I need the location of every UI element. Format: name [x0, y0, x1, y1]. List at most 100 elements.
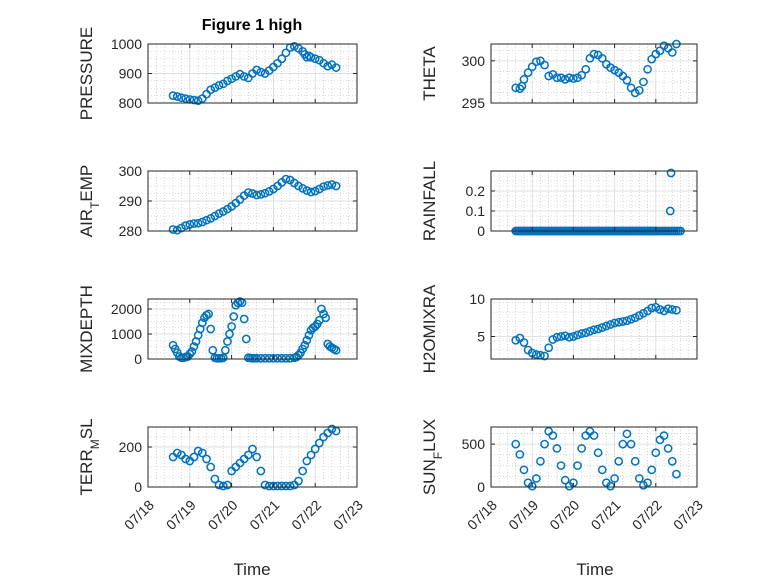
- panel-sun-flux-data-point: [634, 474, 644, 483]
- panel-theta-axes-box: [490, 43, 698, 104]
- panel-h2omixra-data-point: [560, 331, 570, 341]
- panel-air-temp-data-point: [327, 180, 337, 189]
- panel-sun-flux-data-point: [560, 475, 570, 485]
- panel-sun-flux-data-point: [610, 474, 619, 483]
- panel-h2omixra-data-point: [564, 332, 574, 342]
- panel-mixdepth-data-point: [302, 335, 312, 345]
- panel-terr-msl-data-point: [281, 481, 291, 491]
- panel-pressure-data-point: [281, 48, 291, 58]
- panel-mixdepth-data-point: [252, 353, 262, 363]
- panel-mixdepth-y-axis-label: MIXDEPTH: [77, 285, 96, 373]
- panel-rainfall-y-axis-label: RAINFALL: [420, 161, 439, 241]
- panel-mixdepth-data-point: [317, 304, 326, 314]
- panel-air-temp-data-point: [298, 184, 308, 193]
- panel-terr-msl-data-point: [202, 454, 211, 464]
- panel-air-temp-data-point: [243, 188, 253, 197]
- panel-terr-msl-data-point: [285, 481, 295, 491]
- panel-pressure-data-point: [210, 83, 220, 93]
- panel-mixdepth-data-point: [321, 313, 330, 323]
- panel-terr-msl-data-point: [218, 481, 228, 491]
- panel-theta-data-point: [519, 75, 529, 84]
- panel-h2omixra-data-point: [593, 324, 603, 334]
- panel-sun-flux-data-point: [614, 456, 624, 466]
- panel-terr-msl-data-point: [269, 481, 278, 491]
- panel-h2omixra-data-point: [618, 317, 628, 326]
- panel-air-temp-y-axis-label: AIRTEMP: [77, 165, 102, 238]
- panel-mixdepth-data-point: [187, 347, 197, 356]
- panel-h2omixra-data-point: [672, 305, 681, 315]
- panel-sun-flux-data-point: [622, 429, 632, 439]
- panel-terr-msl-data-point: [310, 444, 320, 454]
- panel-pressure-data-point: [223, 76, 232, 86]
- panel-air-temp-data-point: [310, 186, 320, 196]
- panel-air-temp-y-tick-label: 290: [119, 193, 143, 209]
- panel-sun-flux-data-point: [548, 431, 558, 440]
- panel-theta-data-point: [523, 68, 533, 78]
- panel-h2omixra-data-point: [622, 316, 632, 326]
- panel-pressure-data-point: [231, 72, 241, 81]
- panel-sun-flux-data-point: [556, 461, 566, 470]
- panel-pressure-data-point: [172, 92, 182, 101]
- panel-sun-flux-data-point: [527, 481, 537, 491]
- panel-terr-msl-data-point: [210, 474, 220, 484]
- panel-air-temp-data-point: [252, 190, 262, 200]
- panel-theta-data-point: [515, 84, 525, 94]
- panel-air-temp-data-point: [260, 188, 270, 198]
- panel-rainfall-data-point: [665, 206, 675, 216]
- panel-mixdepth-data-point: [239, 314, 249, 324]
- panel-terr-msl-y-tick-label: 200: [119, 439, 143, 455]
- panel-air-temp-data-point: [197, 217, 207, 227]
- panel-sun-flux-data-point: [573, 461, 582, 470]
- panel-sun-flux-data-point: [672, 469, 681, 479]
- panel-mixdepth-data-point: [331, 345, 341, 355]
- panel-h2omixra-data-point: [614, 317, 624, 327]
- panel-mixdepth-data-point: [264, 353, 274, 363]
- panel-mixdepth-data-point: [281, 353, 291, 363]
- panel-rainfall-data-point: [666, 168, 676, 178]
- panel-pressure-data-point: [289, 42, 299, 51]
- panel-air-temp-data-point: [168, 225, 178, 234]
- panel-mixdepth-data-point: [208, 345, 218, 355]
- panel-sun-flux-data-point: [626, 439, 636, 449]
- panel-theta-data-point: [639, 77, 648, 87]
- panel-h2omixra: 5 10 H2OMIXRA: [420, 284, 698, 373]
- panel-theta-data-point: [589, 49, 599, 59]
- panel-mixdepth-data-point: [206, 324, 216, 334]
- panel-air-temp-data-point: [181, 221, 190, 230]
- panel-sun-flux-data-point: [536, 456, 545, 466]
- panel-air-temp-data-point: [248, 189, 257, 198]
- panel-rainfall-y-tick-label: 0.1: [466, 203, 486, 219]
- panel-theta-data-point: [552, 73, 562, 83]
- panel-pressure-data-point: [252, 65, 262, 75]
- panel-mixdepth-data-point: [183, 352, 193, 361]
- x-axis-label-right: Time: [576, 560, 613, 579]
- panel-sun-flux-data-point: [511, 439, 521, 449]
- panel-terr-msl-data-point: [264, 481, 274, 491]
- panel-h2omixra-data-point: [569, 332, 578, 341]
- panel-sun-flux-data-point: [597, 465, 607, 475]
- panel-air-temp-data-point: [202, 215, 211, 225]
- panel-mixdepth-data-point: [277, 353, 287, 363]
- panel-theta-data-point: [556, 73, 566, 83]
- panel-sun-flux-data-point: [589, 431, 599, 440]
- panel-theta-data-point: [581, 64, 591, 74]
- panel-theta-y-tick-label: 300: [462, 53, 486, 69]
- panel-mixdepth-data-point: [204, 309, 213, 319]
- panel-mixdepth-data-point: [189, 342, 199, 351]
- panel-mixdepth-axes-box: [147, 298, 358, 360]
- panel-pressure-y-axis-label: PRESSURE: [77, 27, 96, 121]
- panel-air-temp-data-point: [193, 218, 203, 228]
- panel-rainfall-y-tick-label: 0: [477, 223, 485, 239]
- panel-terr-msl-data-point: [306, 450, 316, 460]
- panel-pressure-data-point: [323, 61, 333, 71]
- panel-sun-flux-y-axis-label: SUNFLUX: [420, 419, 445, 495]
- panel-terr-msl-data-point: [260, 480, 270, 490]
- panel-h2omixra-data-point: [556, 332, 566, 341]
- panel-mixdepth-data-point: [225, 329, 234, 339]
- panel-h2omixra-data-point: [581, 328, 591, 338]
- panel-pressure-y-tick-label: 1000: [111, 36, 142, 52]
- panel-mixdepth-data-point: [304, 330, 314, 340]
- panel-rainfall-axes-box: [490, 170, 698, 232]
- panel-h2omixra-data-point: [610, 318, 619, 328]
- panel-terr-msl-data-point: [294, 476, 303, 486]
